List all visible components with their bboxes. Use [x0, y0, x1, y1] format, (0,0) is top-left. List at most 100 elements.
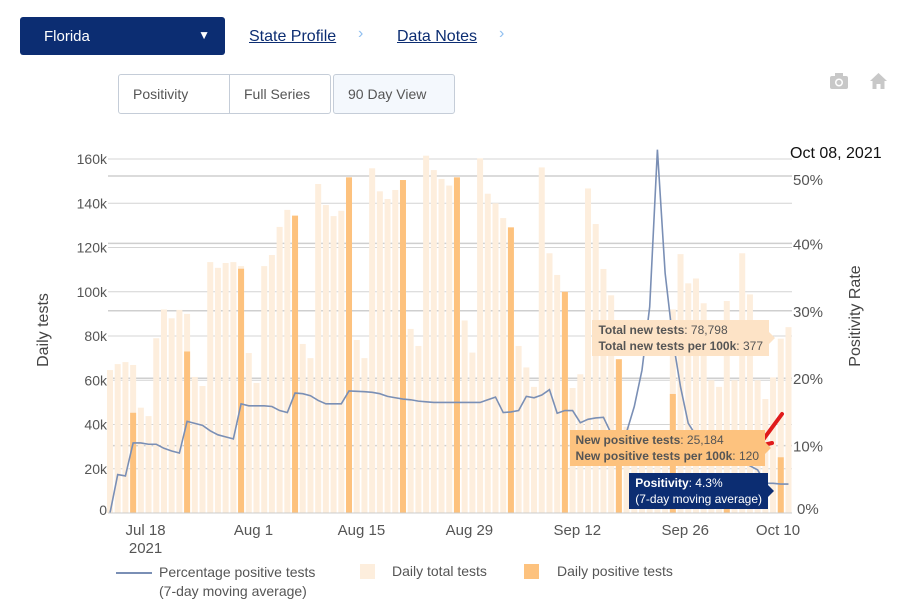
state-select[interactable]: Florida ▼ — [20, 17, 225, 55]
total-tests-bar — [322, 205, 329, 513]
total-tests-bar — [477, 158, 484, 513]
camera-icon[interactable] — [829, 72, 849, 95]
y-tick-label: 100k — [77, 284, 108, 300]
total-tests-bar — [746, 294, 753, 513]
total-tests-bar — [199, 386, 206, 513]
total-tests-bar — [546, 253, 553, 513]
legend-swatch-positive — [524, 564, 539, 579]
total-tests-bar — [176, 309, 183, 513]
state-profile-link[interactable]: State Profile — [249, 28, 337, 45]
total-tests-bar — [207, 262, 214, 513]
positivity-button[interactable]: Positivity — [118, 74, 230, 114]
y-tick-label: 80k — [84, 328, 108, 344]
chevron-right-icon: › — [358, 25, 364, 42]
full-series-button[interactable]: Full Series — [230, 74, 331, 114]
total-tests-bar — [770, 377, 777, 513]
y2-tick-label: 10% — [793, 439, 823, 456]
total-tests-bar — [523, 367, 530, 513]
total-tests-bar — [376, 191, 383, 514]
home-icon[interactable] — [869, 72, 888, 95]
positive-tests-bar — [507, 227, 514, 513]
y-axis-label: Daily tests — [35, 293, 52, 367]
total-tests-bar — [230, 262, 237, 513]
x-tick-label: Oct 10 — [756, 522, 800, 539]
total-tests-bar — [492, 203, 499, 513]
total-tests-bar — [253, 382, 260, 513]
total-tests-bar — [214, 267, 221, 513]
x-tick-label: Sep 12 — [554, 522, 602, 539]
y-tick-label: 160k — [77, 151, 108, 167]
y2-axis-label: Positivity Rate — [847, 265, 864, 366]
x-tick-label: Aug 15 — [338, 522, 386, 539]
total-tests-bar — [145, 416, 152, 513]
total-tests-bar — [446, 185, 453, 514]
positive-tests-bar — [561, 291, 568, 513]
tt-label: New positive tests per 100k — [575, 449, 733, 463]
total-tests-bar — [384, 199, 391, 513]
total-tests-bar — [392, 189, 399, 513]
positive-tests-tooltip: New positive tests: 25,184 New positive … — [569, 430, 772, 466]
y2-tick-label: 30% — [793, 304, 823, 321]
total-tests-bar — [500, 218, 507, 514]
total-tests-bar — [430, 170, 437, 513]
x-tick-label: Sep 26 — [661, 522, 709, 539]
total-tests-bar — [191, 376, 198, 513]
total-tests-bar — [531, 386, 538, 513]
data-notes-link[interactable]: Data Notes — [397, 28, 478, 45]
y-tick-label: 120k — [77, 240, 108, 256]
total-tests-bar — [592, 224, 599, 514]
positive-tests-bar — [184, 351, 191, 513]
total-tests-bar — [623, 426, 630, 513]
positive-tests-bar — [292, 215, 299, 513]
legend-item-positive[interactable]: Daily positive tests — [557, 563, 673, 579]
legend-label: (7-day moving average) — [159, 583, 307, 599]
total-tests-bar — [407, 328, 414, 513]
tt-label: New positive tests — [575, 433, 681, 447]
total-tests-bar — [261, 266, 268, 513]
view-toggle-group: Positivity Full Series 90 Day View — [118, 74, 455, 114]
total-tests-bar — [515, 345, 522, 513]
total-tests-bar — [284, 209, 291, 513]
tt-value: 377 — [742, 339, 763, 353]
total-tests-bar — [330, 216, 337, 513]
total-tests-bar — [338, 210, 345, 513]
total-tests-bar — [307, 358, 314, 513]
positivity-tooltip: Positivity: 4.3% (7-day moving average) — [629, 473, 774, 509]
total-tests-bar — [361, 358, 368, 513]
total-tests-bar — [762, 399, 769, 513]
legend-line-swatch — [116, 572, 152, 574]
legend-item-total[interactable]: Daily total tests — [392, 563, 487, 579]
legend-label: Percentage positive tests — [159, 564, 316, 580]
90-day-view-button[interactable]: 90 Day View — [333, 74, 455, 114]
total-tests-bar — [160, 309, 167, 513]
total-tests-tooltip: Total new tests: 78,798 Total new tests … — [592, 320, 775, 356]
total-tests-bar — [423, 155, 430, 513]
y2-tick-label: 0% — [797, 501, 819, 518]
total-tests-bar — [315, 184, 322, 513]
tt-value: 120 — [738, 449, 759, 463]
total-tests-bar — [538, 167, 545, 513]
y2-tick-label: 50% — [793, 172, 823, 189]
total-tests-bar — [461, 320, 468, 513]
total-tests-bar — [585, 188, 592, 513]
tt-value: 78,798 — [690, 323, 728, 337]
tt-note: (7-day moving average) — [635, 492, 762, 506]
total-tests-bar — [685, 283, 692, 513]
legend-item-positivity[interactable]: Percentage positive tests (7-day moving … — [159, 563, 315, 601]
state-select-value: Florida — [44, 28, 90, 45]
total-tests-bar — [114, 364, 121, 513]
positive-tests-bar — [723, 508, 730, 513]
total-tests-bar — [469, 352, 476, 513]
positive-tests-bar — [399, 180, 406, 514]
positive-tests-bar — [130, 412, 137, 513]
total-tests-bar — [554, 274, 561, 513]
y2-tick-label: 20% — [793, 371, 823, 388]
y-tick-label: 20k — [84, 461, 108, 477]
hover-date-label: Oct 08, 2021 — [790, 145, 882, 162]
total-tests-bar — [268, 255, 275, 513]
y-tick-label: 140k — [77, 195, 108, 211]
total-tests-bar — [369, 168, 376, 514]
y-tick-label: 0 — [99, 502, 107, 518]
total-tests-bar — [415, 345, 422, 513]
